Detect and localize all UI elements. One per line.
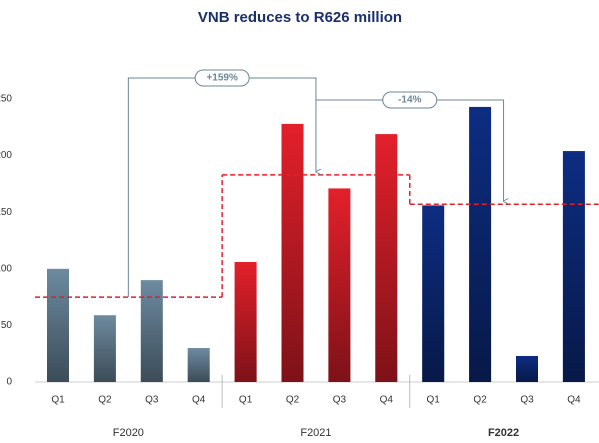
bar-shade: [328, 188, 351, 382]
bar-shade: [516, 355, 538, 382]
x-tick-label: Q4: [567, 395, 581, 406]
bar-shade: [375, 134, 398, 382]
bar-shade: [140, 280, 163, 382]
bar-shade: [469, 106, 492, 382]
y-tick-label: 250: [0, 94, 12, 105]
bar-shade: [187, 348, 210, 382]
y-tick-label: 0: [6, 377, 12, 388]
x-tick-label: Q2: [98, 395, 112, 406]
x-tick-label: Q3: [520, 395, 534, 406]
x-tick-label: Q3: [145, 395, 159, 406]
x-tick-label: Q3: [333, 395, 347, 406]
bar-shade: [562, 151, 585, 382]
annotation: -14%: [398, 95, 421, 106]
bar-shade: [281, 123, 304, 383]
group-label: F2022: [488, 427, 519, 439]
y-tick-label: 200: [0, 150, 12, 161]
x-tick-label: Q2: [473, 395, 487, 406]
y-tick-label: 100: [0, 263, 12, 274]
group-label: F2021: [300, 427, 331, 439]
y-tick-label: 50: [1, 320, 13, 331]
annotation-badge: [194, 69, 250, 87]
bar-shade: [93, 315, 116, 382]
x-tick-label: Q4: [192, 395, 206, 406]
x-tick-label: Q1: [427, 395, 441, 406]
x-tick-label: Q4: [380, 395, 394, 406]
x-tick-label: Q2: [286, 395, 300, 406]
y-tick-label: 150: [0, 207, 12, 218]
annotation: +159%: [206, 73, 238, 84]
annotation-badge: [382, 91, 438, 109]
group-label: F2020: [113, 427, 144, 439]
x-tick-label: Q1: [51, 395, 65, 406]
bar-shade: [234, 262, 257, 382]
annotation-arrow: [315, 99, 504, 201]
bar-shade: [47, 268, 69, 382]
x-tick-label: Q1: [239, 395, 253, 406]
chart-title: VNB reduces to R626 million: [198, 9, 402, 26]
bar-shade: [422, 205, 445, 382]
